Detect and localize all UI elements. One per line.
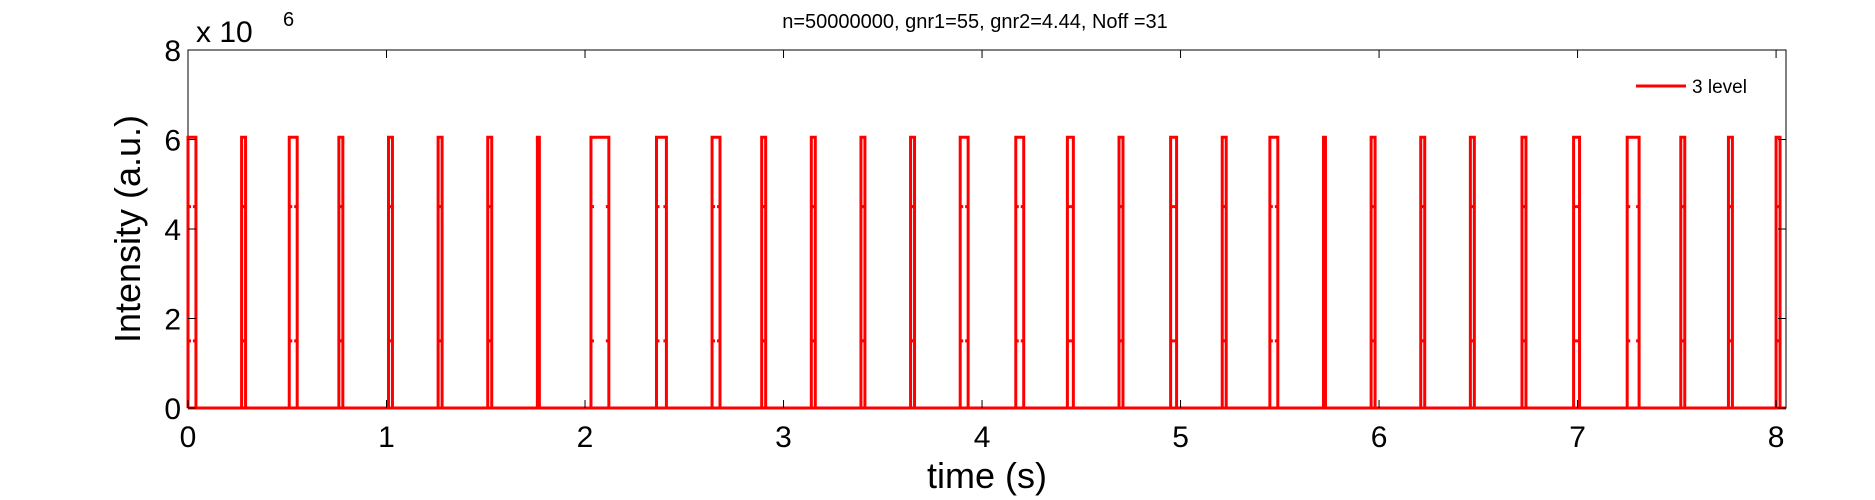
pulse-1 [240,135,248,408]
pulse-3 [337,135,345,408]
y-multiplier-exponent: 6 [283,9,294,31]
pulse-25 [1468,135,1476,408]
x-axis-label: time (s) [927,455,1047,496]
x-tick-label-0: 0 [180,421,197,454]
x-axis-ticks: 0 1 2 3 4 5 6 7 8 [180,50,1785,454]
pulse-12 [809,135,817,408]
pulse-20 [1220,135,1228,408]
y-multiplier-base: x 10 [196,16,253,49]
pulse-24 [1419,135,1427,408]
x-tick-label-6: 6 [1371,421,1388,454]
pulse-27 [1572,135,1582,408]
plot-area [187,49,1787,409]
pulse-13 [859,135,867,408]
series-3-level [186,135,1786,410]
x-tick-label-3: 3 [775,421,792,454]
pulse-16 [1014,135,1026,408]
pulse-0 [186,135,198,408]
pulse-31 [1774,135,1782,408]
pulse-6 [486,135,494,408]
y-tick-label-4: 8 [164,35,181,68]
pulse-11 [760,135,768,408]
y-tick-label-1: 2 [164,304,181,337]
y-tick-label-2: 4 [164,214,181,247]
pulse-8 [589,135,611,408]
x-tick-label-2: 2 [577,421,594,454]
legend: 3 level [1636,77,1747,98]
pulse-2 [287,135,299,408]
x-tick-label-1: 1 [378,421,395,454]
pulse-10 [710,135,722,408]
x-tick-label-4: 4 [974,421,991,454]
pulse-18 [1117,135,1125,408]
y-axis-ticks: 0 2 4 6 8 [164,35,1786,426]
pulse-4 [386,135,394,408]
pulse-5 [436,135,444,408]
pulse-21 [1268,135,1280,408]
pulse-29 [1679,135,1687,408]
x-tick-label-8: 8 [1768,421,1785,454]
y-axis-label: Intensity (a.u.) [107,115,148,343]
pulse-14 [909,135,917,408]
pulse-15 [958,135,970,408]
pulse-9 [654,135,668,408]
x-tick-label-5: 5 [1172,421,1189,454]
pulse-30 [1726,135,1734,408]
x-tick-label-7: 7 [1569,421,1586,454]
pulse-17 [1065,135,1075,408]
pulse-19 [1169,135,1179,408]
y-tick-label-0: 0 [164,393,181,426]
pulse-22 [1321,135,1327,408]
y-tick-label-3: 6 [164,125,181,158]
pulse-28 [1625,135,1641,408]
legend-label-3-level: 3 level [1692,77,1747,98]
pulse-23 [1369,135,1377,408]
pulse-7 [535,135,541,408]
chart-title: n=50000000, gnr1=55, gnr2=4.44, Noff =31 [782,11,1168,33]
pulse-26 [1520,135,1528,408]
